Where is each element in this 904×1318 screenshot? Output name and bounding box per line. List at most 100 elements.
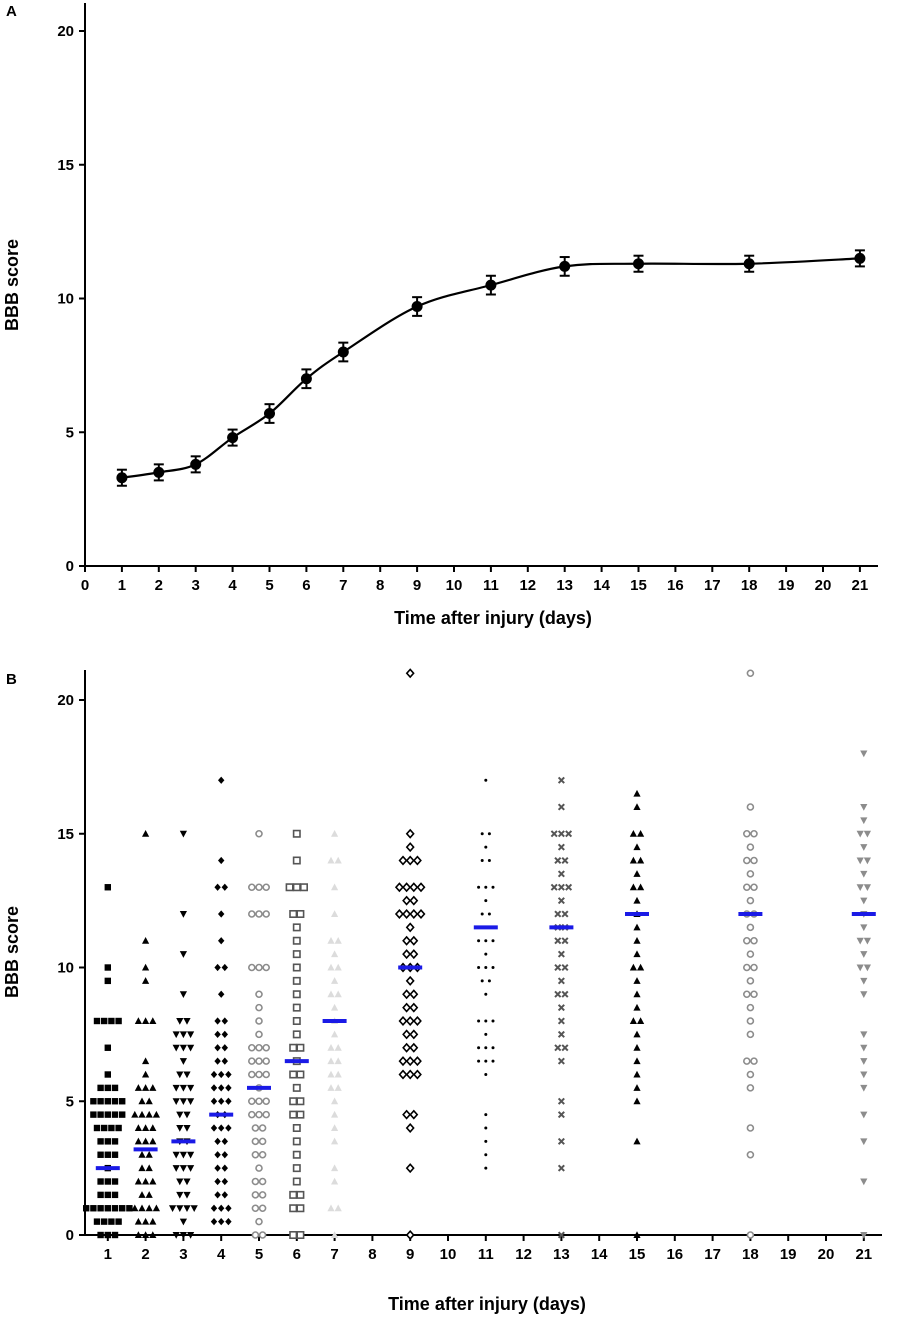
x-tick-label: 11	[483, 577, 499, 594]
data-point	[214, 883, 221, 891]
data-point	[409, 1109, 419, 1120]
data-point	[190, 458, 202, 470]
data-point	[409, 949, 419, 960]
data-point	[134, 1017, 142, 1024]
data-point	[115, 1017, 122, 1025]
data-point	[750, 990, 758, 999]
data-point	[484, 778, 488, 782]
x-tick-label: 18	[741, 577, 758, 594]
data-point	[218, 990, 225, 998]
data-point	[214, 1137, 221, 1145]
data-point	[860, 750, 868, 758]
data-point	[398, 1016, 408, 1026]
data-point	[746, 1070, 755, 1079]
data-point	[172, 1165, 180, 1172]
data-point	[557, 1111, 565, 1119]
data-point	[145, 1097, 153, 1105]
data-point	[248, 1097, 256, 1106]
data-point	[856, 857, 864, 865]
x-tick-label: 8	[368, 1246, 376, 1263]
data-point	[860, 1178, 868, 1186]
data-point	[149, 1017, 157, 1024]
data-point	[398, 1056, 408, 1067]
data-point	[480, 912, 484, 916]
data-point	[633, 870, 641, 877]
data-point	[289, 1043, 298, 1052]
data-point	[637, 829, 645, 837]
data-point	[331, 883, 339, 891]
data-point	[484, 845, 488, 849]
data-point	[104, 1084, 111, 1092]
data-point	[405, 842, 415, 853]
data-point	[214, 1057, 221, 1065]
data-point	[292, 1016, 301, 1025]
data-point	[412, 1016, 422, 1026]
data-point	[491, 1046, 495, 1050]
data-point	[750, 963, 758, 972]
data-point	[292, 856, 301, 865]
data-point	[183, 1071, 191, 1079]
y-tick-label: 0	[66, 558, 74, 575]
data-point	[860, 1232, 868, 1239]
x-tick-label: 4	[217, 1246, 226, 1263]
data-point	[742, 990, 751, 999]
data-point	[856, 830, 864, 838]
data-point	[172, 1151, 180, 1159]
data-point	[633, 843, 641, 851]
data-point	[402, 909, 412, 919]
data-point	[860, 804, 868, 811]
data-point	[104, 884, 111, 891]
data-point	[327, 1070, 335, 1078]
panel-b-letter: B	[6, 671, 17, 688]
data-point	[484, 899, 488, 903]
data-point	[138, 1097, 146, 1105]
data-point	[248, 910, 256, 918]
data-point	[334, 856, 342, 864]
data-point	[255, 1057, 263, 1065]
data-point	[149, 1137, 157, 1145]
data-point	[292, 1164, 301, 1173]
data-point	[484, 1032, 488, 1036]
y-tick-label: 5	[66, 1093, 74, 1110]
data-point	[554, 856, 562, 865]
data-point	[491, 1019, 495, 1023]
data-point	[746, 669, 755, 678]
data-point	[860, 991, 868, 999]
data-point	[179, 1044, 187, 1052]
data-point	[104, 1191, 111, 1199]
data-point	[337, 346, 349, 358]
x-tick-label: 12	[519, 577, 536, 594]
data-point	[746, 923, 755, 932]
data-point	[409, 909, 419, 919]
data-point	[131, 1110, 139, 1118]
x-tick-label: 15	[629, 1246, 646, 1263]
data-point	[218, 910, 225, 918]
data-point	[409, 895, 419, 906]
data-point	[409, 882, 419, 893]
data-point	[331, 1231, 339, 1238]
data-point	[258, 1177, 267, 1186]
data-point	[477, 939, 481, 943]
data-point	[225, 1204, 232, 1212]
data-point	[97, 1191, 104, 1199]
data-point	[111, 1138, 119, 1145]
data-point	[145, 1110, 153, 1118]
x-tick-label: 7	[339, 577, 347, 594]
data-point	[633, 1030, 641, 1038]
data-point	[746, 950, 755, 958]
data-point	[746, 896, 755, 905]
data-point	[187, 1232, 195, 1239]
data-point	[292, 883, 301, 892]
data-point	[398, 1069, 408, 1080]
data-point	[633, 789, 641, 797]
data-point	[331, 1124, 339, 1131]
data-point	[633, 923, 641, 931]
data-point	[179, 830, 187, 838]
data-point	[292, 1030, 301, 1039]
data-point	[169, 1205, 177, 1213]
data-point	[176, 1191, 184, 1199]
data-point	[484, 992, 488, 996]
data-point	[402, 949, 412, 960]
data-point	[402, 935, 412, 946]
data-point	[484, 1073, 488, 1076]
